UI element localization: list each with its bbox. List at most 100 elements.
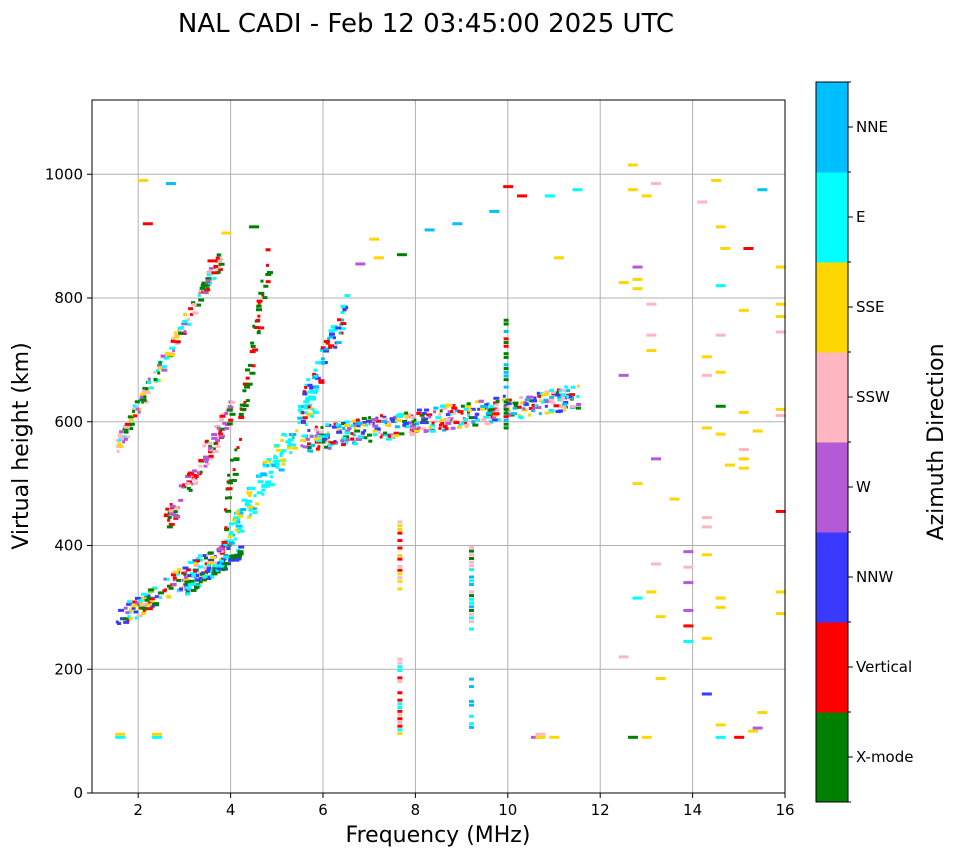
echo-point-6 — [355, 422, 362, 426]
echo-point-4 — [227, 481, 233, 485]
echo-point-6 — [343, 424, 350, 428]
echo-point-6 — [387, 421, 392, 425]
colorbar-frame — [815, 81, 849, 803]
x-tick-label: 16 — [775, 801, 794, 819]
echo-point-6 — [369, 422, 373, 426]
echo-point-6 — [304, 437, 310, 441]
echo-scatter-67 — [683, 581, 694, 585]
echo-point-4 — [245, 376, 250, 380]
echo-point-6 — [560, 405, 567, 409]
echo-point-6 — [355, 437, 362, 441]
echo-point-7 — [332, 336, 336, 340]
echo-point-5 — [190, 312, 194, 316]
echo-point-3 — [303, 404, 310, 408]
echo-point-0 — [187, 561, 194, 565]
echo-point-6 — [531, 399, 538, 403]
echo-point-3 — [268, 460, 272, 464]
echo-point-6 — [377, 431, 381, 435]
echo-point-7 — [300, 420, 306, 424]
echo-point-5 — [165, 351, 170, 355]
echo-point-6 — [402, 419, 408, 423]
echo-point-6 — [324, 433, 331, 437]
echo-scatter-57 — [701, 636, 712, 640]
echo-point-0 — [176, 578, 182, 582]
echo-point-2 — [167, 518, 171, 522]
echo-point-7 — [302, 416, 308, 420]
echo-point-0 — [172, 570, 179, 574]
echo-point-3 — [290, 443, 297, 447]
echo-point-0 — [212, 561, 218, 565]
x-tick-label: 12 — [591, 801, 610, 819]
colorbar-category-label: SSE — [856, 298, 885, 316]
echo-point-4 — [234, 448, 238, 452]
echo-point-6 — [475, 418, 481, 422]
echo-point-0 — [202, 554, 207, 558]
echo-scatter-17 — [572, 188, 583, 192]
echo-point-6 — [468, 416, 474, 420]
echo-point-3 — [272, 459, 276, 463]
echo-point-5 — [117, 444, 124, 448]
echo-streak-4 — [503, 419, 509, 423]
echo-point-7 — [331, 328, 337, 332]
echo-point-0 — [207, 561, 214, 565]
echo-streak-1 — [397, 720, 403, 724]
echo-point-3 — [247, 505, 254, 509]
echo-point-6 — [423, 430, 428, 434]
echo-point-6 — [433, 410, 437, 414]
echo-point-5 — [191, 301, 196, 305]
echo-point-2 — [178, 498, 184, 502]
echo-point-6 — [379, 435, 383, 439]
echo-point-4 — [229, 458, 234, 462]
echo-point-5 — [208, 267, 213, 271]
echo-point-7 — [314, 388, 319, 392]
echo-point-6 — [443, 404, 450, 408]
echo-point-6 — [362, 436, 367, 440]
echo-point-7 — [328, 335, 334, 339]
echo-streak-2 — [468, 597, 474, 601]
echo-point-4 — [261, 293, 265, 297]
echo-point-5 — [170, 339, 176, 343]
echo-point-3 — [273, 462, 280, 466]
echo-scatter-6 — [355, 262, 366, 266]
echo-point-0 — [226, 547, 231, 551]
echo-point-5 — [174, 331, 178, 335]
echo-point-6 — [365, 419, 372, 423]
echo-point-6 — [525, 402, 529, 406]
echo-point-7 — [340, 310, 345, 314]
echo-point-6 — [319, 430, 324, 434]
echo-point-1 — [218, 564, 224, 568]
echo-point-4 — [249, 371, 256, 375]
echo-scatter-81 — [618, 373, 629, 377]
echo-point-6 — [344, 429, 350, 433]
echo-point-2 — [186, 486, 191, 490]
echo-point-2 — [202, 444, 207, 448]
echo-point-6 — [570, 385, 576, 389]
echo-point-6 — [429, 429, 436, 433]
echo-point-6 — [368, 416, 372, 420]
echo-point-3 — [251, 507, 257, 511]
echo-point-5 — [121, 435, 126, 439]
echo-streak-0 — [397, 587, 403, 591]
echo-point-6 — [484, 422, 491, 426]
echo-point-6 — [372, 429, 378, 433]
echo-point-2 — [185, 475, 192, 479]
echo-point-5 — [115, 444, 119, 448]
echo-point-5 — [179, 326, 184, 330]
echo-point-0 — [191, 574, 197, 578]
colorbar-swatch-vertical — [816, 622, 848, 713]
echo-point-1 — [236, 557, 242, 561]
echo-point-3 — [257, 480, 264, 484]
echo-point-0 — [172, 578, 176, 582]
echo-point-5 — [166, 353, 172, 357]
colorbar-category-label: X-mode — [856, 748, 913, 766]
echo-point-6 — [502, 394, 506, 398]
echo-point-3 — [230, 541, 235, 545]
echo-point-2 — [205, 462, 210, 466]
echo-scatter-95 — [115, 735, 126, 739]
echo-scatter-18 — [627, 163, 638, 167]
colorbar-swatch-nnw — [816, 532, 848, 623]
echo-point-3 — [253, 494, 257, 498]
echo-point-2 — [169, 503, 173, 507]
echo-scatter-60 — [715, 735, 726, 739]
echo-point-0 — [122, 617, 129, 621]
